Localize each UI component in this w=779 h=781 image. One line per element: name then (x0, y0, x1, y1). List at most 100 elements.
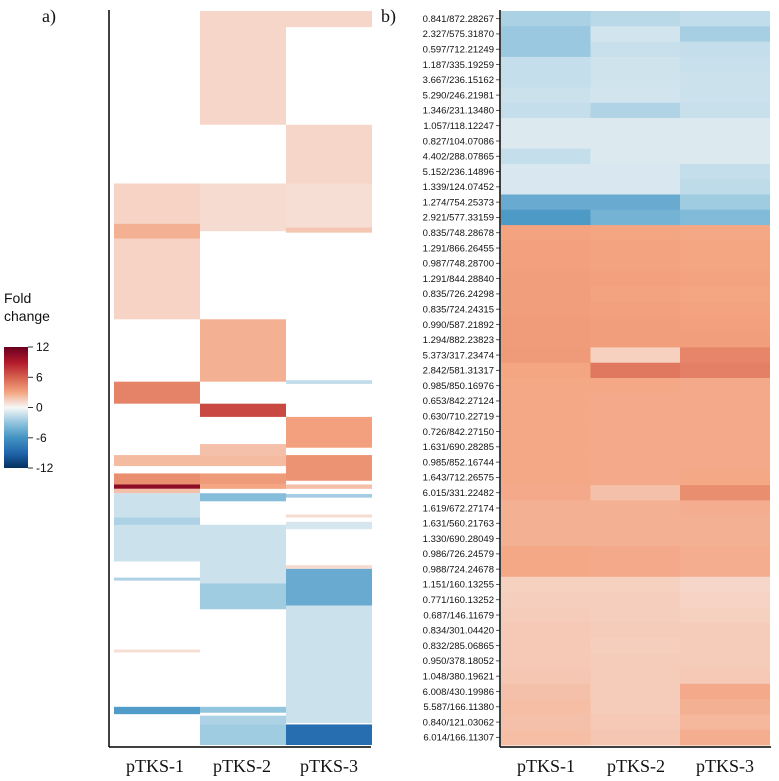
panel-b-cell (501, 393, 591, 410)
panel-a-heatmap (114, 11, 372, 745)
panel-b-cell (501, 592, 591, 608)
panel-b-row-label: 0.986/726.24579 (423, 549, 494, 560)
panel-b-cell (590, 637, 681, 654)
panel-b-cell (501, 576, 591, 593)
panel-b-cell (501, 225, 591, 241)
panel-a-cell-block (200, 319, 286, 382)
panel-b-cell (501, 500, 591, 517)
panel-b-row-label: 0.630/710.22719 (423, 412, 494, 423)
panel-b-cell (680, 454, 770, 471)
panel-b-cell (501, 26, 591, 43)
panel-b-cell (501, 209, 591, 226)
panel-b-row-label: 1.330/690.28049 (423, 534, 494, 545)
panel-b-row-label: 0.985/850.16976 (423, 381, 494, 392)
panel-b-cell (680, 255, 770, 272)
panel-b-cell (590, 423, 681, 440)
panel-b-row-label: 1.291/844.28840 (423, 274, 494, 285)
panel-a-cell-block (200, 403, 286, 417)
panel-b-cell (501, 316, 591, 333)
panel-b-cell (590, 347, 681, 364)
panel-b-row-label: 3.667/236.15162 (423, 75, 494, 86)
panel-b-row-label: 2.842/581.31317 (423, 366, 494, 377)
panel-a-cell-block (200, 455, 286, 467)
panel-a-cell-block (114, 649, 200, 653)
panel-a-cell-block (200, 715, 286, 725)
panel-b-cell (590, 439, 681, 455)
panel-b-cell (501, 637, 591, 654)
panel-b-row-label: 0.835/724.24315 (423, 304, 494, 315)
panel-b-cell (680, 362, 770, 379)
panel-b-cell (590, 485, 681, 501)
panel-a-cell-block (114, 223, 200, 239)
panel-b-cell (501, 683, 591, 700)
panel-b-cell (501, 240, 591, 257)
panel-b-row-label: 0.834/301.04420 (423, 626, 494, 637)
panel-a-label: a) (42, 6, 56, 27)
panel-b-row-label: 2.921/577.33159 (423, 213, 494, 224)
panel-b-cell (590, 530, 681, 547)
panel-b-cell (590, 179, 681, 195)
panel-a-cell-block (286, 514, 372, 518)
legend-title-line-1: Fold (4, 290, 31, 306)
panel-b-row-label: 5.587/166.11380 (423, 702, 494, 713)
panel-b-cell (501, 668, 591, 685)
panel-b-cell (501, 255, 591, 272)
panel-b-cell (680, 316, 770, 333)
panel-b-cell (501, 179, 591, 195)
panel-b-cell (680, 87, 770, 104)
panel-b-cell (590, 561, 681, 578)
panel-b-row-label: 2.327/575.31870 (423, 29, 494, 40)
panel-a-cell-block (286, 521, 372, 530)
panel-b-cell (590, 11, 681, 27)
panel-b-cell (590, 592, 681, 608)
panel-b-cell (501, 729, 591, 746)
panel-b-cell (590, 316, 681, 333)
panel-b-cell (680, 546, 770, 562)
panel-b-cell (680, 194, 770, 211)
panel-b-row-label: 4.402/288.07865 (423, 152, 494, 163)
panel-b-xtick-ptks-1: pTKS-1 (517, 756, 575, 776)
panel-b-cell (501, 41, 591, 58)
panel-b-cell (590, 469, 681, 486)
panel-a-cell-block (286, 724, 372, 745)
panel-b-heatmap (501, 11, 770, 746)
panel-b-row-label: 5.152/236.14896 (423, 167, 494, 178)
panel-b-cell (590, 378, 681, 394)
panel-b-cell (590, 163, 681, 180)
panel-a-cell-block (114, 455, 200, 467)
panel-b-row-label: 1.274/754.25373 (423, 197, 494, 208)
panel-b-row-label: 0.832/285.06865 (423, 641, 494, 652)
panel-b-cell (590, 668, 681, 685)
panel-b-cell (501, 699, 591, 715)
panel-a-cell-block (200, 183, 286, 232)
panel-b-cell (501, 163, 591, 180)
panel-b-row-label: 5.373/317.23474 (423, 350, 494, 361)
panel-a-cell-block (286, 565, 372, 569)
panel-b-cell (590, 102, 681, 119)
panel-b-row-label: 0.687/146.11679 (423, 610, 494, 621)
panel-a-cell-block (114, 493, 200, 562)
panel-b-cell (501, 607, 591, 624)
panel-a-cell-block (114, 706, 200, 715)
panel-a-cell-block (200, 444, 286, 456)
panel-b-row-label: 6.014/166.11307 (423, 733, 494, 744)
panel-b-cell (590, 225, 681, 241)
panel-b-cell (501, 622, 591, 639)
panel-b-cell (680, 118, 770, 134)
panel-b-cell (680, 729, 770, 746)
panel-b-cell (590, 87, 681, 104)
panel-b-row-label: 6.015/331.22482 (423, 488, 494, 499)
panel-b-cell (501, 133, 591, 150)
panel-b-cell (680, 56, 770, 73)
panel-b-cell (501, 439, 591, 455)
panel-b-row-label: 1.619/672.27174 (423, 503, 494, 514)
panel-b-cell (590, 332, 681, 348)
panel-a-cell-block (286, 484, 372, 489)
panel-a-cell-block (200, 706, 286, 713)
panel-b-row-label: 1.187/335.19259 (423, 60, 494, 71)
panel-b-row-label: 0.597/712.21249 (423, 45, 494, 56)
panel-b-cell (680, 347, 770, 364)
panel-b-cell (680, 408, 770, 425)
panel-b-cell (680, 668, 770, 685)
